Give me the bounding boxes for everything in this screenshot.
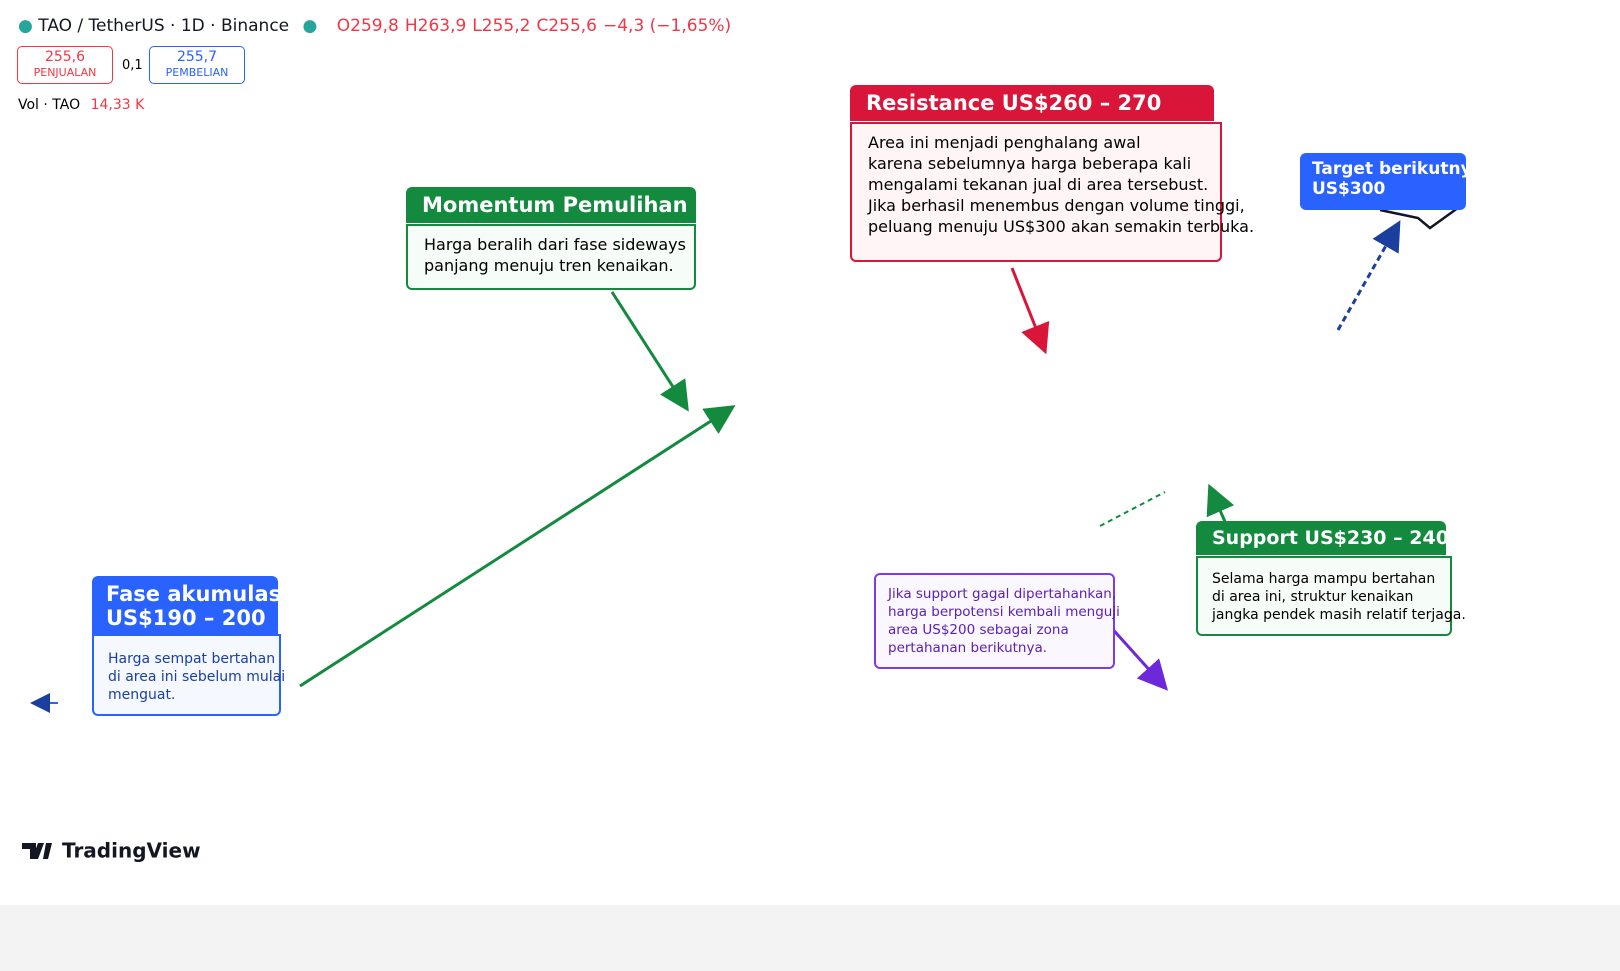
sell-button[interactable]: 255,6 PENJUALAN	[17, 46, 113, 84]
callout-line: Area ini menjadi penghalang awal	[868, 133, 1141, 152]
callout-title: Support US$230 – 240	[1196, 521, 1449, 555]
arrow	[1106, 622, 1169, 691]
arrows	[30, 203, 1463, 713]
callout-line: Fase akumulasi	[106, 582, 289, 606]
callout-line: harga berpotensi kembali menguji	[888, 604, 1120, 620]
sell-price: 255,6	[44, 49, 86, 65]
symbol: TAO / TetherUS · 1D · Binance	[38, 16, 290, 36]
callout-body: Selama harga mampu bertahan di area ini, …	[1196, 556, 1466, 636]
volume-label: Vol · TAO	[18, 97, 81, 113]
ohlc: O259,8	[336, 16, 399, 36]
arrow	[610, 291, 689, 412]
callout-body: Area ini menjadi penghalang awal karena s…	[850, 122, 1255, 262]
callout-line: US$190 – 200	[106, 606, 266, 630]
ohlc: −4,3 (−1,65%)	[602, 16, 732, 36]
callout-title: Resistance US$260 – 270	[850, 85, 1214, 121]
arrow	[1206, 483, 1235, 525]
logo: TradingView	[22, 839, 201, 863]
arrow	[1099, 491, 1166, 527]
arrow	[1336, 220, 1401, 331]
callout-line: peluang menuju US$300 akan semakin terbu…	[868, 217, 1255, 236]
arrow	[1379, 203, 1463, 230]
arrow	[299, 405, 736, 688]
volume-legend: Vol · TAO 14,33 K	[18, 97, 144, 113]
buy-label: PEMBELIAN	[165, 66, 229, 79]
target-callout: Target berikutnya US$300	[1300, 153, 1484, 210]
volume-value: 14,33 K	[90, 97, 145, 113]
spread: 0,1	[122, 58, 143, 73]
callout-line: Harga sempat bertahan	[108, 651, 276, 667]
callout-line: pertahanan berikutnya.	[888, 640, 1048, 656]
callout-title: Momentum Pemulihan	[406, 187, 696, 223]
callout-body: Harga sempat bertahan di area ini sebelum…	[92, 634, 286, 716]
callout-line: US$300	[1312, 179, 1386, 199]
buy-button[interactable]: 255,7 PEMBELIAN	[149, 46, 245, 84]
ohlc: H263,9	[404, 16, 467, 36]
callout-line: Jika support gagal dipertahankan,	[888, 586, 1117, 602]
ohlc: C255,6	[536, 16, 597, 36]
callout-line: jangka pendek masih relatif terjaga.	[1212, 607, 1466, 623]
callout-line: panjang menuju tren kenaikan.	[424, 256, 674, 275]
callout-body: Jika support gagal dipertahankan, harga b…	[874, 573, 1120, 669]
sell-label: PENJUALAN	[33, 66, 97, 79]
callout-line: mengalami tekanan jual di area tersebust…	[868, 175, 1209, 194]
callout-line: di area ini sebelum mulai	[108, 669, 286, 685]
ohlc: L255,2	[472, 16, 531, 36]
callout-line: menguat.	[108, 687, 176, 703]
arrow	[1010, 267, 1050, 355]
callout-body: Harga beralih dari fase sideways panjang …	[406, 224, 696, 290]
callout-line: di area ini, struktur kenaikan	[1212, 589, 1414, 605]
callout-line: Target berikutnya	[1312, 159, 1484, 179]
callout-line: Harga beralih dari fase sideways	[424, 235, 686, 254]
callout-line: Selama harga mampu bertahan	[1212, 571, 1436, 587]
callout-title: Fase akumulasi US$190 – 200	[92, 576, 289, 636]
symbol-header: ● TAO / TetherUS · 1D · Binance ● O259,8…	[18, 16, 732, 36]
footer-bg	[0, 905, 1620, 971]
buy-price: 255,7	[176, 49, 218, 65]
callout-line: karena sebelumnya harga beberapa kali	[868, 154, 1192, 173]
callout-line: Jika berhasil menembus dengan volume tin…	[868, 196, 1245, 215]
callout-line: area US$200 sebagai zona	[888, 622, 1069, 638]
logo-text: TradingView	[62, 839, 201, 863]
